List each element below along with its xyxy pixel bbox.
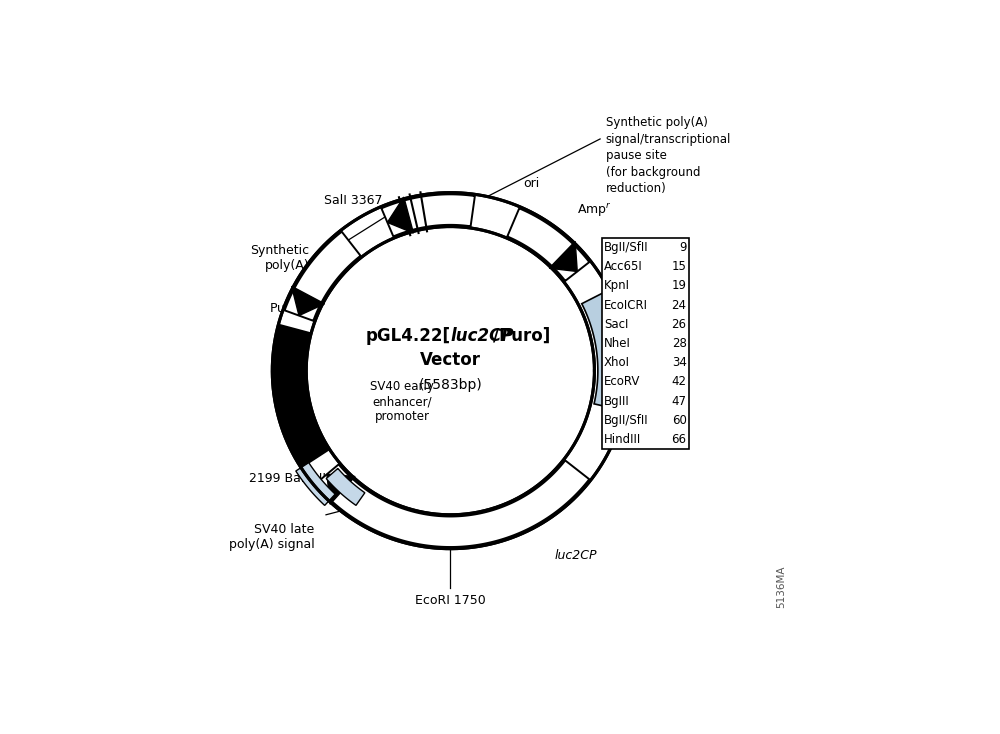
- Text: EcoICRI: EcoICRI: [604, 299, 648, 312]
- Text: KpnI: KpnI: [604, 280, 630, 292]
- Polygon shape: [296, 462, 335, 506]
- Text: Synthetic poly(A)
signal/transcriptional
pause site
(for background
reduction): Synthetic poly(A) signal/transcriptional…: [606, 117, 731, 195]
- Text: 5136MA: 5136MA: [776, 565, 786, 608]
- Text: luc2CP: luc2CP: [554, 549, 597, 562]
- Text: Acc65I: Acc65I: [604, 260, 643, 273]
- Text: pGL4.22[: pGL4.22[: [365, 327, 450, 345]
- Text: EcoRV: EcoRV: [604, 376, 640, 388]
- Polygon shape: [381, 195, 475, 236]
- Text: 47: 47: [672, 395, 687, 407]
- Text: 60: 60: [672, 414, 687, 427]
- Polygon shape: [387, 197, 413, 233]
- Circle shape: [306, 227, 594, 515]
- Polygon shape: [285, 232, 361, 321]
- Polygon shape: [327, 474, 355, 504]
- Text: /Puro]: /Puro]: [493, 327, 550, 345]
- Text: (5583bp): (5583bp): [418, 378, 482, 392]
- Text: ori: ori: [523, 177, 540, 190]
- Text: HindIII: HindIII: [604, 433, 641, 446]
- Polygon shape: [292, 286, 325, 316]
- Text: luc2CP: luc2CP: [450, 327, 514, 345]
- Text: 34: 34: [672, 356, 687, 369]
- Text: 66: 66: [672, 433, 687, 446]
- Polygon shape: [315, 460, 589, 547]
- Text: Puro$^r$: Puro$^r$: [269, 301, 303, 316]
- Text: XhoI: XhoI: [604, 356, 630, 369]
- Text: SV40 early
enhancer/
promoter: SV40 early enhancer/ promoter: [370, 380, 434, 424]
- Polygon shape: [274, 325, 328, 467]
- Text: 15: 15: [672, 260, 687, 273]
- Text: BgII/SfII: BgII/SfII: [604, 414, 649, 427]
- Text: 28: 28: [672, 337, 687, 350]
- Text: BgIII: BgIII: [604, 395, 630, 407]
- Polygon shape: [582, 280, 650, 415]
- Polygon shape: [507, 208, 589, 281]
- Text: SacI: SacI: [604, 318, 628, 331]
- Text: 24: 24: [672, 299, 687, 312]
- Text: Vector: Vector: [420, 352, 481, 369]
- Text: SalI 3367: SalI 3367: [324, 194, 383, 207]
- Text: 19: 19: [672, 280, 687, 292]
- Text: 2199 BamHI: 2199 BamHI: [249, 471, 326, 484]
- Text: EcoRI 1750: EcoRI 1750: [415, 594, 486, 607]
- Text: SV40 late
poly(A) signal: SV40 late poly(A) signal: [229, 523, 315, 551]
- Text: 42: 42: [672, 376, 687, 388]
- Text: BgII/SfII: BgII/SfII: [604, 241, 649, 254]
- Polygon shape: [326, 468, 365, 506]
- Text: 9: 9: [679, 241, 687, 254]
- Text: Amp$^r$: Amp$^r$: [577, 202, 612, 219]
- Text: NheI: NheI: [604, 337, 631, 350]
- Text: 26: 26: [672, 318, 687, 331]
- Bar: [602, 238, 689, 449]
- Text: Synthetic
poly(A): Synthetic poly(A): [250, 244, 309, 272]
- Polygon shape: [549, 241, 577, 272]
